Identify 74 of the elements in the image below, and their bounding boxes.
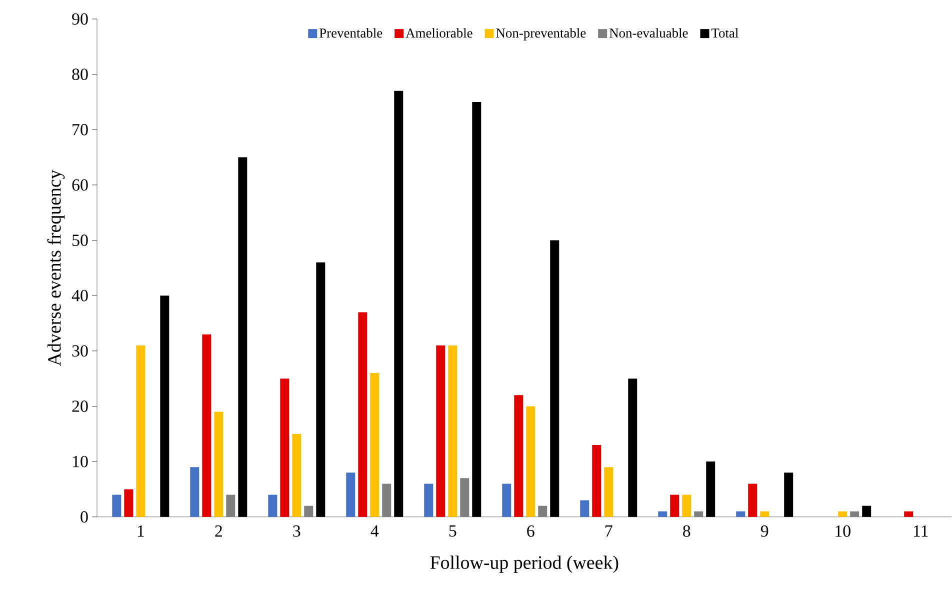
bar xyxy=(526,406,536,517)
x-tick-label: 11 xyxy=(914,525,928,537)
bar xyxy=(748,484,758,517)
bar xyxy=(502,484,512,517)
x-tick-label: 4 xyxy=(370,525,379,537)
x-tick-label: 10 xyxy=(836,525,850,537)
bar xyxy=(424,484,434,517)
bar xyxy=(280,378,290,517)
x-tick-label: 5 xyxy=(449,525,456,537)
legend-label: Total xyxy=(711,28,738,38)
bar xyxy=(190,467,200,517)
legend-label: Ameliorable xyxy=(406,28,472,38)
bar xyxy=(202,334,212,517)
legend-label: Non-preventable xyxy=(496,28,586,40)
bar xyxy=(550,240,560,517)
bar xyxy=(304,506,314,517)
y-tick-label: 0 xyxy=(80,511,88,523)
y-tick-label: 50 xyxy=(72,234,88,246)
bar xyxy=(580,500,590,517)
x-tick-label: 6 xyxy=(527,525,534,537)
y-tick-label: 10 xyxy=(73,456,88,468)
bar xyxy=(592,445,602,517)
y-tick-label: 20 xyxy=(72,400,88,412)
y-tick-label: 60 xyxy=(72,179,88,191)
bar xyxy=(694,511,704,517)
bar xyxy=(112,494,122,517)
y-tick-label: 30 xyxy=(72,345,88,357)
x-tick-label: 2 xyxy=(215,525,222,537)
x-axis-title: Follow-up period (week) xyxy=(430,556,618,573)
x-tick-label: 8 xyxy=(683,525,690,537)
bar xyxy=(370,373,380,517)
bar xyxy=(682,494,692,517)
y-axis-title: Adverse events frequency xyxy=(47,170,65,366)
x-tick-label: 1 xyxy=(138,525,144,537)
bar xyxy=(268,494,278,517)
bar xyxy=(124,489,134,517)
bar xyxy=(862,506,872,517)
bar xyxy=(784,472,794,517)
legend-label: Preventable xyxy=(320,28,382,38)
bar xyxy=(214,412,224,517)
bar xyxy=(706,462,716,517)
y-tick-label: 40 xyxy=(72,290,88,302)
bar xyxy=(628,378,638,517)
bar xyxy=(136,345,146,517)
bar xyxy=(292,434,302,517)
bar xyxy=(904,511,914,517)
bar xyxy=(346,472,356,517)
bar xyxy=(736,511,746,517)
x-tick-label: 9 xyxy=(760,525,768,537)
y-tick-label: 80 xyxy=(72,68,88,80)
bar xyxy=(838,511,848,517)
bar xyxy=(850,511,860,517)
bar xyxy=(448,345,458,517)
x-tick-label: 7 xyxy=(606,525,612,537)
bar xyxy=(460,478,470,517)
bar xyxy=(238,157,248,517)
bar xyxy=(670,494,680,517)
bar xyxy=(382,484,392,517)
bar xyxy=(160,296,170,517)
bar xyxy=(436,345,446,517)
bar xyxy=(316,262,326,517)
bar xyxy=(514,395,524,517)
y-tick-label: 90 xyxy=(72,13,88,25)
bar xyxy=(760,511,770,517)
bar xyxy=(226,494,236,517)
bar xyxy=(658,511,668,517)
bar xyxy=(394,90,404,517)
legend-label: Non-evaluable xyxy=(609,28,688,38)
y-tick-label: 70 xyxy=(72,124,88,136)
x-tick-label: 3 xyxy=(293,525,300,537)
bar xyxy=(472,102,482,517)
bar xyxy=(358,312,368,517)
bar xyxy=(604,467,614,517)
bar xyxy=(538,506,548,517)
